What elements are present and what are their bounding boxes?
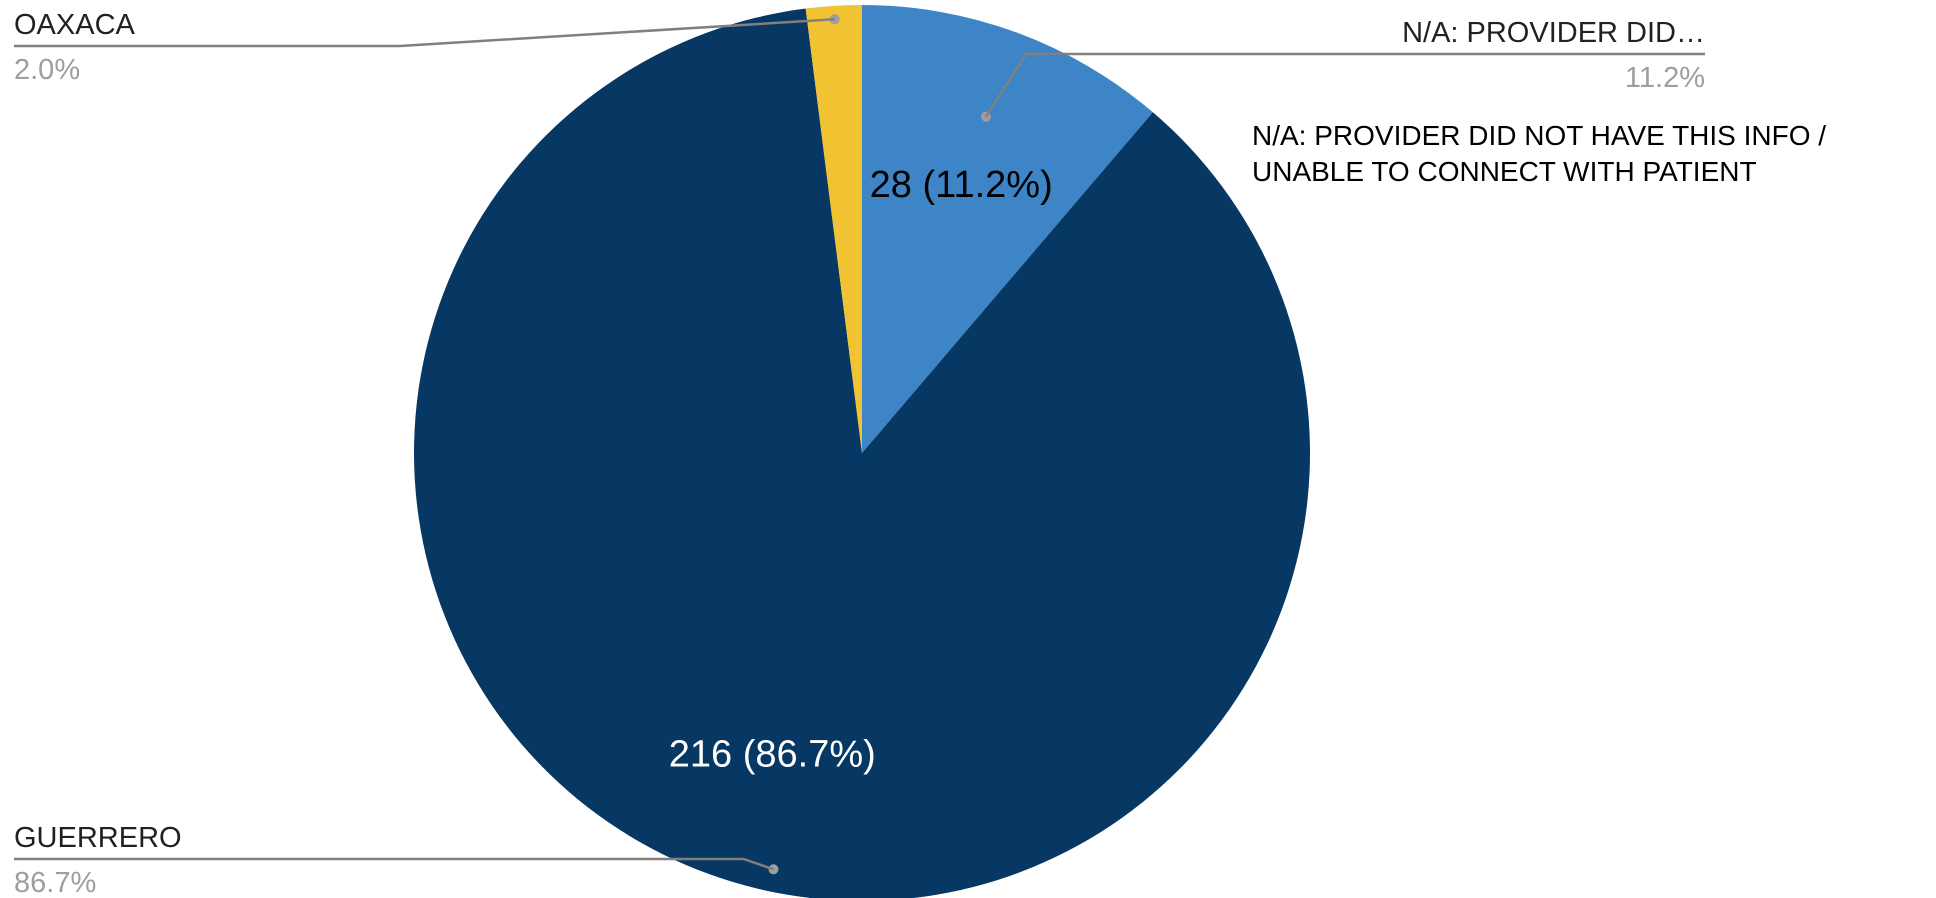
pie-slice-oaxaca (805, 5, 862, 453)
callout-line (984, 52, 1705, 118)
callout-name: OAXACA (14, 9, 136, 41)
pie-slice-n-a-provider-did (862, 5, 1153, 453)
pie-slices (414, 5, 1310, 898)
annotation-line-1: N/A: PROVIDER DID NOT HAVE THIS INFO / (1252, 120, 1827, 151)
callout-name: GUERRERO (14, 822, 182, 854)
pie-slice-guerrero (414, 8, 1310, 898)
callout-line (14, 857, 774, 871)
callout-line (14, 18, 835, 48)
annotation-note: N/A: PROVIDER DID NOT HAVE THIS INFO / U… (1252, 118, 1826, 190)
callout-percent: 86.7% (14, 867, 96, 898)
pie-labels: 28 (11.2%) 216 (86.7%) (669, 164, 1053, 776)
slice-value-label: 216 (86.7%) (669, 734, 876, 776)
pie-callouts: N/A: PROVIDER DID… 11.2% GUERRERO 86.7% OAXA… (14, 9, 1705, 898)
callout-name: N/A: PROVIDER DID… (1402, 17, 1705, 49)
callout-percent: 11.2% (1625, 62, 1705, 94)
callout-percent: 2.0% (14, 54, 80, 86)
slice-value-label: 28 (11.2%) (870, 164, 1053, 206)
annotation-line-2: UNABLE TO CONNECT WITH PATIENT (1252, 156, 1757, 187)
